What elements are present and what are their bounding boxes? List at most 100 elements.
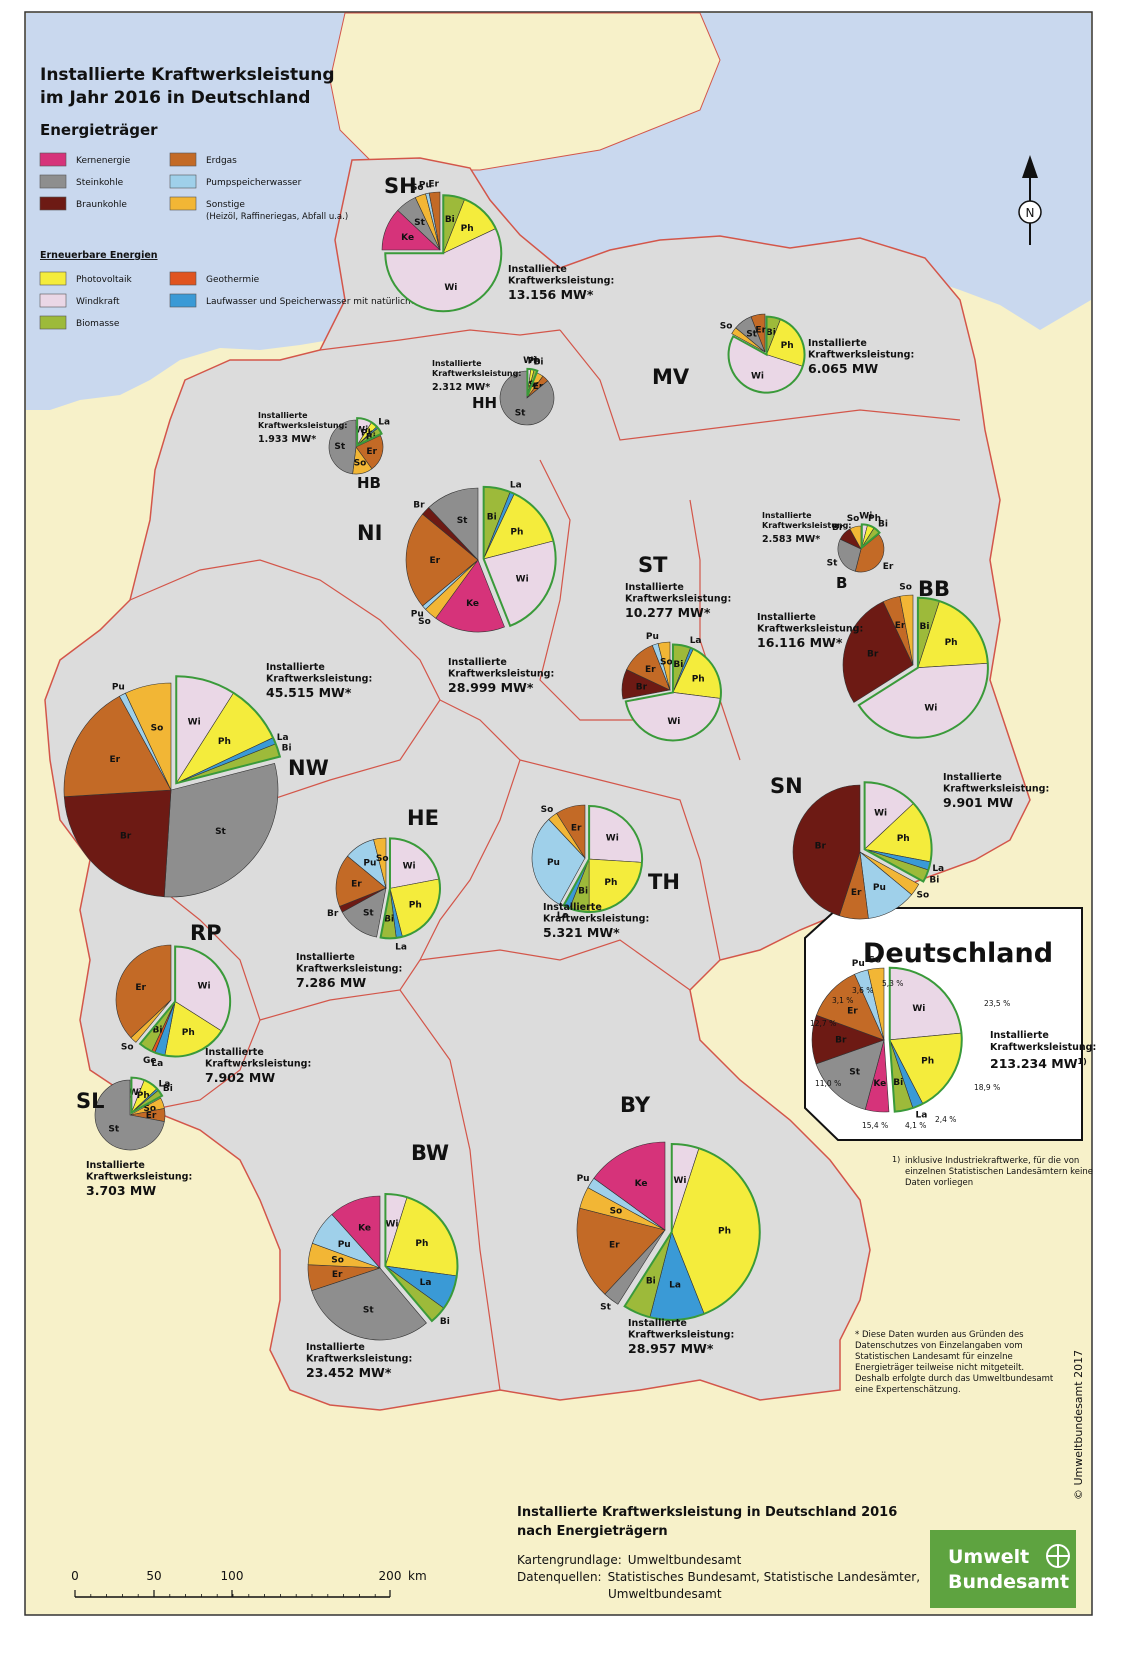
pie-nw-slice-st bbox=[163, 763, 279, 898]
legend-ren-swatch-ge bbox=[169, 271, 197, 286]
capacity-label-nw: Installierte Kraftwerksleistung: bbox=[266, 662, 372, 685]
pie-he-label-st: St bbox=[363, 908, 374, 918]
pie-mv-label-st: St bbox=[746, 330, 757, 340]
pie-bw-label-er: Er bbox=[332, 1270, 343, 1280]
pie-hb-label-wi: Wi bbox=[355, 426, 368, 436]
legend-conv-label-st: Steinkohle bbox=[76, 178, 124, 188]
capacity-label-by: Installierte Kraftwerksleistung: bbox=[628, 1318, 734, 1341]
germany-percent-1: 23,5 % bbox=[984, 999, 1010, 1008]
pie-b-label-st: St bbox=[827, 559, 838, 569]
pie-mv-label-wi: Wi bbox=[751, 372, 764, 382]
north-label: N bbox=[1026, 206, 1035, 220]
capacity-labels: Installierte Kraftwerksleistung: 13.156 MW… bbox=[86, 264, 1049, 1380]
capacity-label-mv: Installierte Kraftwerksleistung: bbox=[808, 338, 914, 361]
legend-ren-swatch-bi bbox=[39, 315, 67, 330]
footnote-text: inklusive Industriekraftwerke, für die v… bbox=[905, 1156, 1093, 1188]
pie-he-slice-so bbox=[373, 837, 387, 889]
capacity-value-th: 5.321 MW* bbox=[543, 925, 620, 940]
pie-b-label-so: So bbox=[847, 514, 860, 524]
bottom-title-line-2: nach Energieträgern bbox=[517, 1524, 668, 1539]
germany-percent-7: 12,7 % bbox=[810, 1019, 836, 1028]
pie-he-label-la: La bbox=[395, 942, 407, 952]
legend-conv-swatch-br bbox=[39, 196, 67, 211]
pie-bw-renewable-outline bbox=[384, 1193, 459, 1323]
pie-germany-label-pu: Pu bbox=[852, 959, 865, 969]
pie-st-label-er: Er bbox=[645, 665, 656, 675]
state-pies: BiPhWiKeStSoPuErBiPhWiSoStErWiPhBiSoErSt… bbox=[63, 179, 989, 1341]
germany-land bbox=[44, 157, 1031, 1411]
pie-th-label-so: So bbox=[541, 805, 554, 815]
germany-percent-6: 11,0 % bbox=[815, 1079, 841, 1088]
pie-bw-label-ph: Ph bbox=[415, 1239, 428, 1249]
asterisk-note: * Diese Daten wurden aus Gründen des Date… bbox=[855, 1330, 1054, 1395]
pie-nw-label-br: Br bbox=[120, 831, 132, 841]
pie-germany: Wi Ph La Bi Ke St Br Er Pu So bbox=[811, 956, 963, 1120]
pie-sl-label-st: St bbox=[108, 1124, 119, 1134]
pie-sl-renewable-outline bbox=[130, 1076, 164, 1115]
title-line-2: im Jahr 2016 in Deutschland bbox=[40, 88, 310, 108]
state-label-b: B bbox=[836, 574, 847, 592]
pie-st-label-la: La bbox=[690, 636, 702, 646]
capacity-value-sh: 13.156 MW* bbox=[508, 287, 594, 302]
pie-sl-slice-st bbox=[94, 1079, 165, 1151]
pie-germany-label-so: So bbox=[869, 956, 882, 966]
pie-sh-renewable-outline bbox=[384, 194, 503, 313]
pie-ni-label-pu: Pu bbox=[411, 610, 424, 620]
pie-ni-label-so: So bbox=[418, 617, 431, 627]
pie-sn-renewable-outline bbox=[863, 781, 933, 883]
pie-st: Bi La Ph Wi Br Er Pu So bbox=[621, 632, 722, 742]
pie-st-label-wi: Wi bbox=[667, 717, 680, 727]
pie-hb-slice-er bbox=[355, 435, 384, 470]
legend-conv-note: (Heizöl, Raffineriegas, Abfall u.a.) bbox=[206, 212, 348, 222]
pie-nw-label-ph: Ph bbox=[218, 737, 231, 747]
pie-bb-slice-so bbox=[899, 594, 914, 666]
scale-label-200: 200 bbox=[379, 1569, 402, 1583]
pie-bb-label-bi: Bi bbox=[920, 622, 930, 632]
capacity-value-b: 2.583 MW* bbox=[762, 534, 820, 545]
pie-germany-slice-so bbox=[867, 967, 885, 1041]
legend-conv-swatch-er bbox=[169, 152, 197, 167]
pie-nw-label-er: Er bbox=[109, 755, 120, 765]
pie-ni-label-wi: Wi bbox=[516, 575, 529, 585]
pie-by-label-bi: Bi bbox=[646, 1276, 656, 1286]
pie-bb: Bi Ph Wi Br Er So bbox=[842, 582, 989, 739]
capacity-value-bw: 23.452 MW* bbox=[306, 1365, 392, 1380]
pie-mv-renewable-outline bbox=[727, 315, 806, 394]
pie-sn-label-so: So bbox=[917, 891, 930, 901]
legend-conv-swatch-ke bbox=[39, 152, 67, 167]
pie-he-label-wi: Wi bbox=[403, 861, 416, 871]
germany-percent-4: 4,1 % bbox=[905, 1121, 926, 1130]
pie-bb-label-wi: Wi bbox=[924, 704, 937, 714]
pie-nw-label-so: So bbox=[151, 723, 164, 733]
pie-ni-label-bi: Bi bbox=[487, 512, 497, 522]
pie-germany-label-la: La bbox=[916, 1110, 928, 1120]
legend-conv-swatch-st bbox=[39, 174, 67, 189]
state-label-sh: SH bbox=[384, 174, 417, 198]
state-label-sn: SN bbox=[770, 774, 803, 798]
legend-conventional: Kernenergie Erdgas Steinkohle Pumpspeicherw… bbox=[39, 152, 348, 222]
pie-he-label-pu: Pu bbox=[363, 859, 376, 869]
bottom-title-line-1: Installierte Kraftwerksleistung in Deuts… bbox=[517, 1505, 897, 1520]
pie-germany-renewable-outline bbox=[888, 966, 963, 1113]
pie-nw-renewable-outline bbox=[175, 675, 282, 785]
pie-sn-label-wi: Wi bbox=[874, 808, 887, 818]
state-labels: SH MV HH HB NI B ST BB NW HE TH SN RP SL BW BY bbox=[76, 174, 950, 1165]
legend-ren-label-ge: Geothermie bbox=[206, 275, 260, 285]
pie-bb-label-ph: Ph bbox=[945, 638, 958, 648]
state-label-mv: MV bbox=[652, 365, 690, 389]
pie-th-label-pu: Pu bbox=[547, 858, 560, 868]
source-data-2: Umweltbundesamt bbox=[608, 1587, 722, 1601]
pie-bw-slice-ke bbox=[331, 1195, 381, 1269]
pie-bb-label-er: Er bbox=[895, 621, 906, 631]
pie-th: Wi Ph Bi La Pu So Er bbox=[531, 804, 644, 921]
legend-ren-swatch-ph bbox=[39, 271, 67, 286]
copyright: © Umweltbundesamt 2017 bbox=[1072, 1350, 1085, 1500]
pie-sn-label-la: La bbox=[932, 864, 944, 874]
capacity-label-hh: Installierte Kraftwerksleistung: bbox=[432, 359, 522, 378]
legend-renewable: Photovoltaik Geothermie Windkraft Laufwasse… bbox=[39, 271, 457, 330]
pie-hh-slice-st bbox=[499, 370, 555, 426]
pie-germany-label-wi: Wi bbox=[912, 1004, 925, 1014]
pie-sh-label-pu: Pu bbox=[419, 181, 432, 191]
